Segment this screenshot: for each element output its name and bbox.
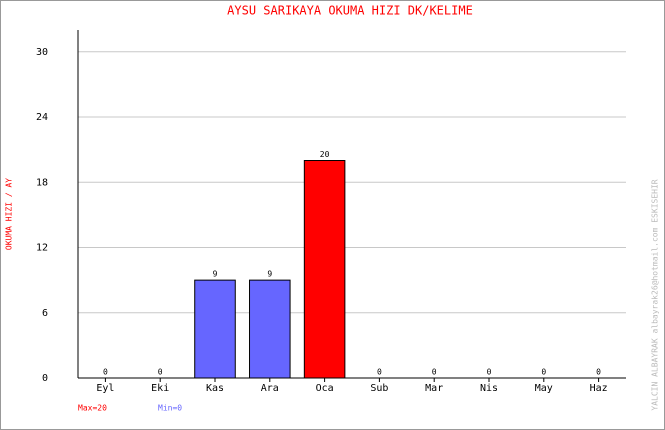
- x-tick-label: Ara: [261, 383, 279, 394]
- y-tick-label: 24: [36, 112, 48, 123]
- bar: [303, 160, 346, 379]
- x-tick-label: Sub: [370, 383, 388, 394]
- value-label: 0: [158, 368, 163, 377]
- y-tick-label: 30: [36, 47, 48, 58]
- value-label: 9: [213, 270, 218, 279]
- y-tick-label: 18: [36, 177, 48, 188]
- value-label: 0: [377, 368, 382, 377]
- x-tick-label: Haz: [590, 383, 608, 394]
- value-label: 0: [541, 368, 546, 377]
- max-label: Max=20: [78, 404, 107, 413]
- bar: [249, 279, 291, 379]
- x-tick-label: Mar: [425, 383, 443, 394]
- value-label: 0: [596, 368, 601, 377]
- x-tick-label: Kas: [206, 383, 224, 394]
- value-label: 20: [320, 150, 330, 159]
- min-label: Min=0: [158, 404, 182, 413]
- side-note: YALCIN ALBAYRAK albayrak26@hotmail.com E…: [651, 179, 660, 410]
- x-tick-label: Eki: [151, 383, 169, 394]
- x-tick-label: Oca: [316, 383, 334, 394]
- bar: [194, 279, 236, 379]
- value-label: 0: [432, 368, 437, 377]
- value-label: 0: [103, 368, 108, 377]
- y-tick-label: 12: [36, 243, 48, 254]
- x-tick-label: May: [535, 383, 553, 394]
- y-axis-label: OKUMA HIZI / AY: [5, 178, 14, 250]
- y-tick-label: 0: [42, 373, 48, 384]
- x-tick-label: Nis: [480, 383, 498, 394]
- chart-title: AYSU SARIKAYA OKUMA HIZI DK/KELIME: [227, 4, 473, 18]
- value-label: 0: [487, 368, 492, 377]
- y-tick-label: 6: [42, 308, 48, 319]
- value-label: 9: [267, 270, 272, 279]
- x-tick-label: Eyl: [96, 383, 114, 394]
